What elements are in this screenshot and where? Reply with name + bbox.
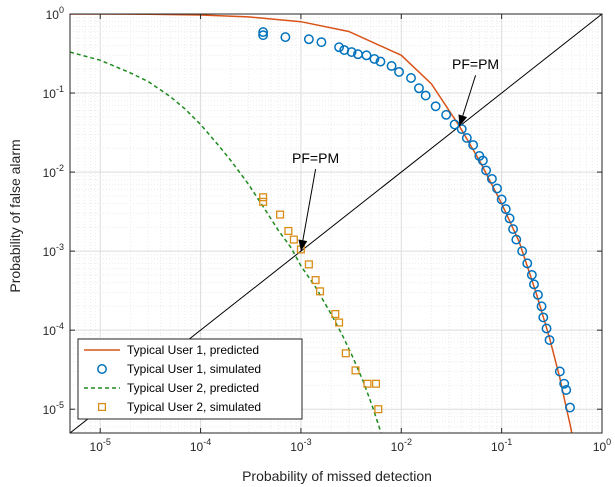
user1-simulated-point: [456, 124, 467, 135]
y-tick-label: 10-3: [43, 242, 64, 259]
x-tick-label: 10-3: [290, 437, 311, 454]
user1-simulated-point: [486, 173, 497, 184]
legend-box: [77, 338, 303, 420]
user1-simulated-point: [280, 32, 291, 43]
user1-simulated-point: [508, 224, 519, 235]
legend-label-user1-simulated: Typical User 1, simulated: [127, 362, 261, 376]
user1-simulated-point: [369, 53, 380, 64]
user1-simulated-point: [375, 56, 386, 67]
user1-simulated-point: [449, 119, 460, 130]
annotation-label: PF=PM: [292, 150, 339, 166]
user1-simulated-point: [258, 30, 269, 41]
tick-labels: 10-5 10-4 10-3 10-2 10-1 100 10-5 10-4 10-3 10-2 1…: [43, 5, 612, 454]
user1-simulated-point: [538, 312, 549, 323]
legend-label-user1-predicted: Typical User 1, predicted: [127, 343, 259, 357]
user1-simulated-point: [532, 289, 543, 300]
y-tick-label: 10-1: [43, 84, 64, 101]
user1-simulated-point: [406, 73, 416, 83]
x-tick-label: 10-1: [491, 437, 512, 454]
user2-simulated-point: [315, 287, 325, 296]
user1-simulated-point: [258, 27, 269, 38]
x-tick-label: 10-4: [190, 437, 211, 454]
user1-simulated-point: [517, 246, 528, 257]
user2-simulated-point: [304, 260, 313, 269]
user1-simulated-point: [420, 90, 431, 101]
user1-simulated-point: [541, 323, 552, 334]
user1-simulated-point: [394, 66, 404, 77]
user1-simulated-point: [468, 140, 479, 150]
user1-simulated-point: [430, 101, 441, 112]
y-axis-label: Probability of false alarm: [7, 139, 23, 292]
legend-square-symbol: [97, 402, 107, 412]
user2-simulated-point: [259, 197, 268, 206]
user1-simulated-point: [361, 50, 372, 61]
user2-simulated-point: [341, 349, 350, 358]
user2-simulated-point: [284, 226, 293, 235]
y-tick-label: 10-2: [43, 163, 64, 180]
legend: Typical User 1, predicted Typical User 1…: [77, 338, 303, 420]
user1-simulated-point: [441, 109, 452, 120]
user1-simulated-point: [477, 155, 488, 166]
legend-label-user2-predicted: Typical User 2, predicted: [127, 381, 259, 395]
user2-simulated-point: [351, 366, 360, 375]
user1-simulated-point: [496, 194, 507, 205]
user1-simulated-point: [334, 42, 345, 53]
user1-simulated-point: [529, 279, 539, 290]
legend-label-user2-simulated: Typical User 2, simulated: [127, 400, 261, 414]
user1-simulated-point: [522, 258, 533, 269]
user1-simulated-point: [346, 47, 357, 58]
user2-simulated-point: [259, 193, 268, 202]
x-axis-label: Probability of missed detection: [242, 468, 432, 484]
annotation-arrow: [300, 168, 317, 252]
user1-simulated-point: [536, 301, 547, 312]
legend-symbols: [84, 349, 120, 412]
user1-simulated-point: [492, 183, 503, 194]
user2-simulated-point: [276, 210, 285, 219]
axes-box: [69, 13, 603, 434]
user1-simulated-point: [461, 133, 472, 143]
x-tick-label: 100: [593, 437, 611, 454]
user1-simulated-point: [414, 83, 424, 94]
user1-simulated-point: [559, 378, 570, 389]
user1-simulated-point: [316, 37, 327, 48]
user2-simulated-point: [371, 379, 381, 388]
axes-frame: [69, 13, 603, 434]
user2-simulated-point: [374, 405, 383, 414]
user1-simulated-point: [554, 366, 565, 377]
user1-simulated-point: [561, 385, 572, 395]
annotations: PF=PM PF=PM: [292, 56, 499, 252]
user1-simulated-point: [526, 269, 537, 280]
user2-simulated-point: [289, 235, 298, 244]
user1-simulated-point: [500, 204, 511, 215]
user1-simulated-point: [544, 335, 555, 345]
annotation-label: PF=PM: [452, 56, 499, 72]
y-tick-label: 10-5: [43, 400, 64, 417]
user1-simulated-point: [565, 402, 575, 413]
user1-simulated-point: [303, 34, 314, 45]
user1-simulated-point: [481, 165, 492, 176]
user2-simulated-point: [311, 276, 320, 285]
x-tick-label: 10-2: [391, 437, 412, 454]
annotation-arrowhead: [298, 239, 308, 252]
y-tick-label: 10-4: [43, 321, 64, 338]
annotation-arrowhead: [458, 114, 468, 127]
user2-simulated-point: [363, 379, 372, 388]
user1-simulated-point: [511, 234, 522, 245]
x-tick-label: 10-5: [90, 437, 111, 454]
legend-circle-symbol: [97, 364, 107, 374]
y-tick-label: 100: [46, 5, 64, 22]
user2-simulated-point: [335, 318, 344, 327]
user1-simulated-point: [504, 213, 515, 224]
user1-simulated-point: [386, 61, 397, 71]
user2-simulated-point: [331, 309, 340, 319]
